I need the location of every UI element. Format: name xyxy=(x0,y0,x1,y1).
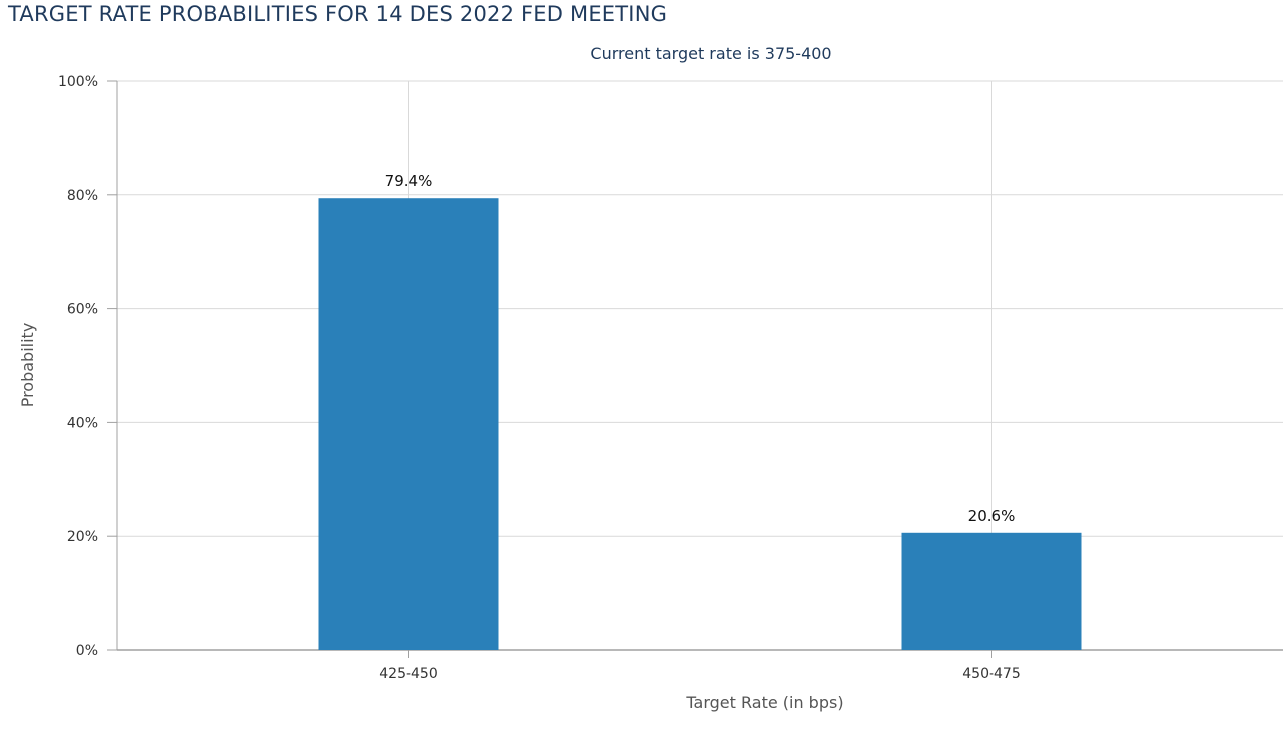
chart-subtitle: Current target rate is 375-400 xyxy=(590,44,831,63)
x-tick-label: 425-450 xyxy=(379,666,438,682)
y-tick-label: 100% xyxy=(58,74,98,90)
bar-450-475[interactable] xyxy=(901,532,1082,650)
x-tick-label: 450-475 xyxy=(962,666,1021,682)
grid-lines xyxy=(117,80,1283,650)
y-tick-label: 0% xyxy=(76,643,98,659)
labels: 0% 20% 40% 60% 80% 100% 425-450 450-475 79.4% 20.… xyxy=(58,74,1021,682)
y-tick-label: 40% xyxy=(67,415,98,431)
bars xyxy=(318,198,1082,651)
y-tick-label: 60% xyxy=(67,302,98,318)
bar-data-label: 79.4% xyxy=(385,172,433,190)
y-tick-label: 20% xyxy=(67,529,98,545)
bar-425-450[interactable] xyxy=(318,198,499,651)
x-axis-title: Target Rate (in bps) xyxy=(685,693,843,712)
page-title: TARGET RATE PROBABILITIES FOR 14 DES 202… xyxy=(8,2,668,26)
y-axis-title: Probability xyxy=(18,323,37,408)
y-tick-label: 80% xyxy=(67,188,98,204)
axes xyxy=(107,80,1283,658)
bar-data-label: 20.6% xyxy=(968,507,1016,525)
